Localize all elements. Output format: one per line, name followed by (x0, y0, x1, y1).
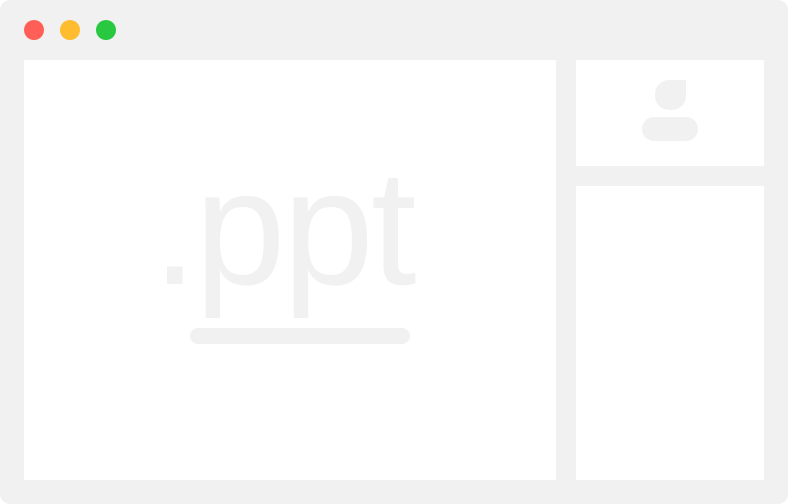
user-name-placeholder (642, 117, 698, 141)
zoom-window-button[interactable] (96, 20, 116, 40)
side-content-panel (576, 186, 764, 480)
slide-preview-panel[interactable]: .ppt (24, 60, 556, 480)
file-name-placeholder-bar (190, 328, 410, 344)
user-avatar-icon (655, 80, 686, 110)
close-window-button[interactable] (24, 20, 44, 40)
minimize-window-button[interactable] (60, 20, 80, 40)
user-profile-panel[interactable] (576, 60, 764, 166)
file-extension-label: .ppt (152, 136, 417, 319)
